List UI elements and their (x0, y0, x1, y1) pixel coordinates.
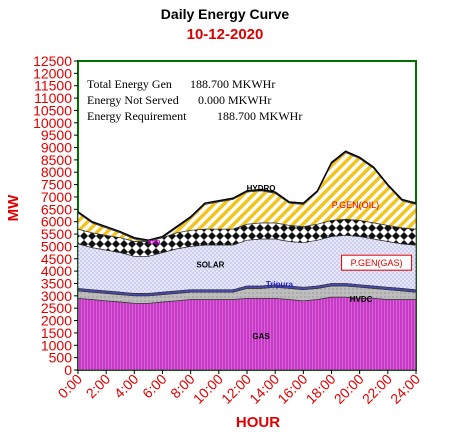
x-tick-label: 10:00 (190, 371, 226, 407)
y-tick-label: 1000 (41, 337, 72, 353)
series-label: HVDC (350, 295, 373, 304)
x-tick-label: 6:00 (139, 371, 170, 402)
y-tick-label: 4500 (41, 251, 72, 267)
pgen-gas-label-box (341, 254, 413, 271)
series-label: Tripura (266, 280, 294, 289)
y-tick-label: 12000 (33, 65, 72, 81)
stacked-areas (77, 150, 417, 371)
y-axis-title: MW (5, 194, 22, 221)
summary-label: Total Energy Gen (87, 77, 172, 91)
x-tick-label: 0:00 (55, 371, 86, 402)
summary-value: 188.700 MKWHr (190, 77, 275, 91)
summary-label: Energy Requirement (87, 109, 187, 123)
y-tick-label: 3000 (41, 288, 72, 304)
x-tick-label: 20:00 (331, 371, 367, 407)
y-tick-label: 2500 (41, 300, 72, 316)
y-tick-label: 6000 (41, 214, 72, 230)
x-tick-label: 2:00 (83, 371, 114, 402)
x-axis-title: HOUR (236, 414, 280, 431)
y-tick-label: 0 (64, 362, 72, 378)
energy-summary: Total Energy Gen 188.700 MKWHr Energy Not … (87, 77, 302, 123)
series-label: P.GEN(GAS) (351, 258, 403, 268)
series-label: GAS (252, 332, 270, 341)
chart-subtitle: 10-12-2020 (186, 26, 264, 43)
y-tick-label: 5000 (41, 238, 72, 254)
y-tick-label: 7000 (41, 189, 72, 205)
summary-label: Energy Not Served (87, 93, 179, 107)
series-label: SOLAR (196, 260, 224, 269)
area-gas (77, 296, 417, 371)
x-tick-label: 14:00 (246, 371, 282, 407)
y-tick-label: 10500 (33, 102, 72, 118)
x-tick-label: 12:00 (218, 371, 254, 407)
y-tick-label: 11500 (34, 78, 72, 94)
y-tick-label: 2000 (41, 313, 72, 329)
y-tick-label: 500 (49, 350, 73, 366)
y-tick-label: 9000 (41, 140, 72, 156)
total-demand-line (77, 150, 417, 241)
x-tick-label: 24:00 (387, 371, 423, 407)
summary-value: 188.700 MKWHr (217, 109, 302, 123)
chart-title: Daily Energy Curve (160, 6, 290, 22)
x-tick-label: 16:00 (274, 371, 310, 407)
series-label: P.GEN(OIL) (332, 200, 379, 210)
y-tick-label: 9500 (41, 127, 72, 143)
y-tick-label: 3500 (41, 275, 72, 291)
y-tick-label: 7500 (41, 177, 72, 193)
summary-value: 0.000 MKWHr (198, 93, 271, 107)
x-axis: 0:002:004:006:008:0010:0012:0014:0016:00… (55, 370, 423, 407)
series-label: HYDRO (247, 184, 276, 193)
y-tick-label: 12500 (33, 53, 72, 69)
x-tick-label: 22:00 (359, 371, 395, 407)
x-tick-label: 4:00 (111, 371, 142, 402)
y-tick-label: 11000 (34, 90, 72, 106)
y-tick-label: 8500 (41, 152, 72, 168)
series-label: Imp (148, 239, 160, 246)
y-tick-label: 10000 (33, 115, 72, 131)
y-tick-label: 5500 (41, 226, 72, 242)
y-axis: 0500100015002000250030003500400045005000… (33, 53, 78, 378)
y-tick-label: 4000 (41, 263, 72, 279)
series-labels: GAS HVDC Tripura SOLAR HYDRO Imp P.GEN(OIL) P.G… (148, 184, 413, 341)
x-tick-label: 18:00 (303, 371, 339, 407)
y-tick-label: 8000 (41, 164, 72, 180)
y-tick-label: 6500 (41, 201, 72, 217)
y-tick-label: 1500 (41, 325, 72, 341)
